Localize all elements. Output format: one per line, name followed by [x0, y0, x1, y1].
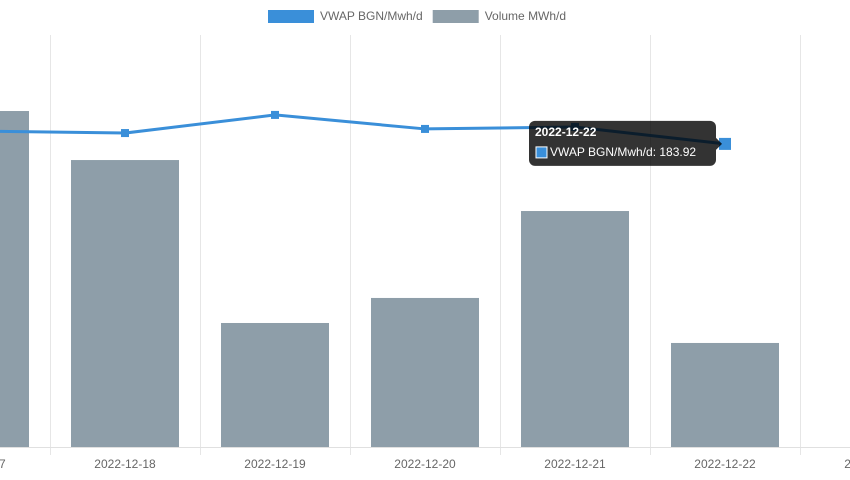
bar	[0, 111, 29, 447]
x-tick-label: 2022-12-20	[394, 457, 456, 471]
point	[421, 124, 429, 133]
legend-swatch	[432, 10, 479, 23]
bar	[71, 160, 179, 448]
x-tick-label: 2022-12-17	[0, 457, 6, 471]
x-tick-label: 2022-12-21	[544, 457, 606, 471]
point	[121, 129, 129, 138]
legend: VWAP BGN/Mwh/d Volume MWh/d	[268, 9, 566, 23]
bar	[221, 322, 329, 447]
x-tick-label: 2022-12-23	[844, 457, 850, 471]
tooltip-box	[529, 120, 716, 166]
legend-swatch	[268, 10, 314, 23]
x-tick-label: 2022-12-22	[694, 457, 756, 471]
bar	[371, 297, 479, 447]
bar	[671, 342, 779, 447]
bar	[521, 211, 629, 447]
x-tick-label: 2022-12-18	[94, 457, 156, 471]
legend-label: VWAP BGN/Mwh/d	[320, 9, 423, 23]
tooltip: 2022-12-22 VWAP BGN/Mwh/d: 183.92	[529, 120, 722, 166]
x-tick-label: 2022-12-19	[244, 457, 306, 471]
tooltip-label: VWAP BGN/Mwh/d: 183.92	[550, 145, 696, 159]
point	[719, 137, 731, 150]
tooltip-swatch	[535, 146, 548, 159]
legend-label: Volume MWh/d	[485, 9, 566, 23]
point	[271, 110, 279, 119]
tooltip-caret	[716, 137, 722, 150]
tooltip-title: 2022-12-22	[535, 125, 597, 139]
